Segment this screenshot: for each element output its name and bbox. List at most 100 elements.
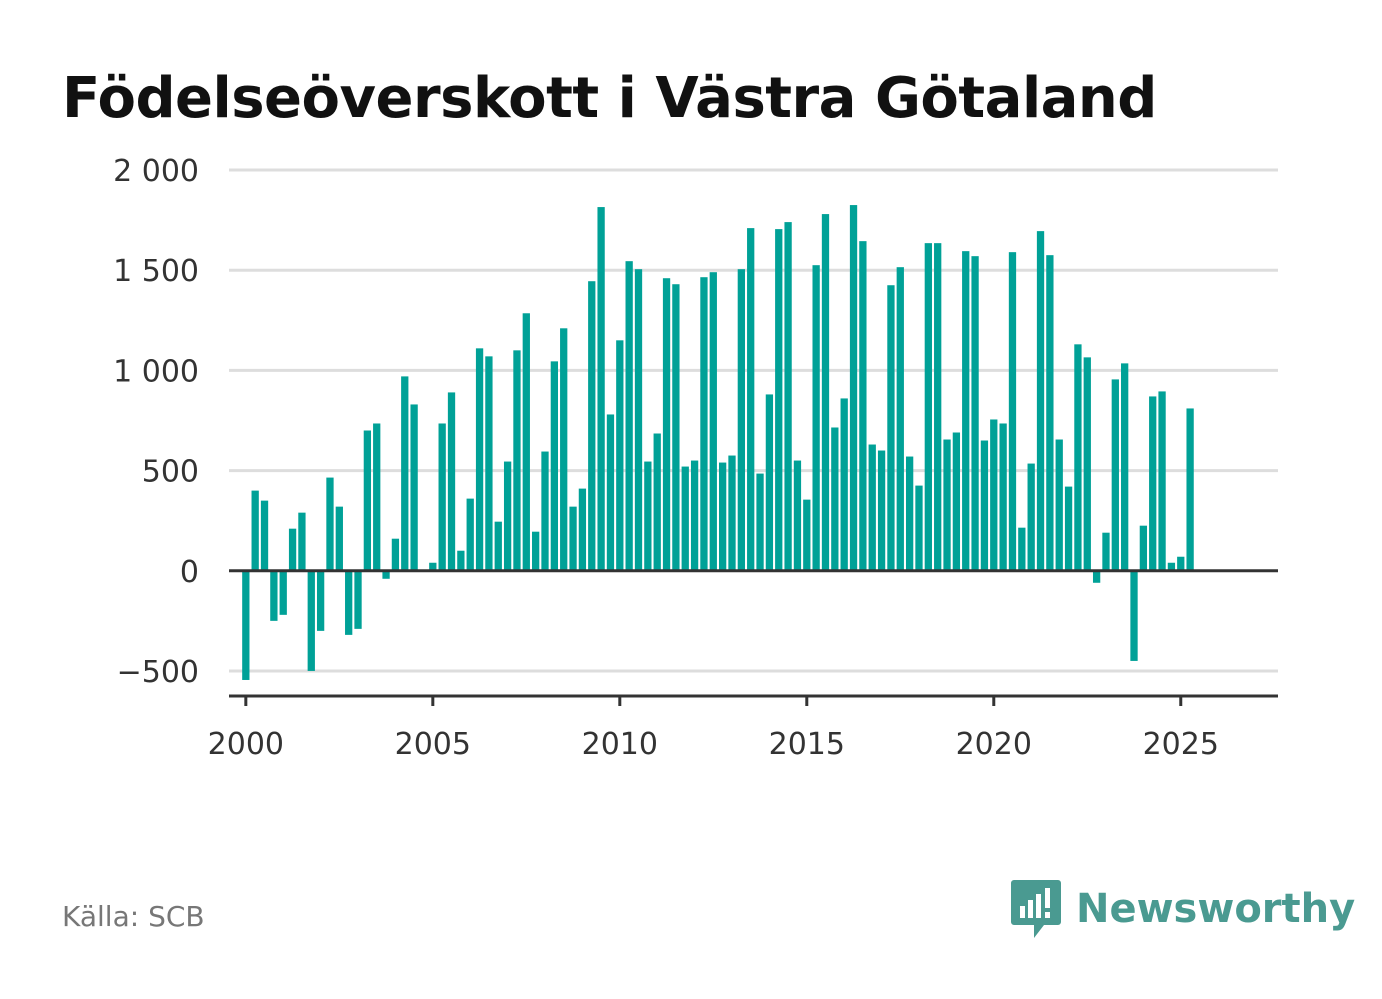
bar — [756, 473, 764, 571]
bar — [690, 460, 699, 571]
bar — [513, 350, 521, 571]
bar — [952, 432, 961, 571]
bar — [391, 538, 400, 571]
bar — [915, 485, 923, 571]
bar — [943, 439, 951, 571]
bar — [560, 328, 568, 571]
bar — [485, 356, 493, 571]
brand-name: Newsworthy — [1076, 886, 1356, 932]
bar — [1186, 408, 1194, 571]
bar — [578, 488, 587, 571]
bar — [288, 528, 297, 571]
bar — [1046, 255, 1054, 571]
bar — [653, 433, 661, 571]
bar — [588, 281, 596, 571]
bar — [466, 498, 474, 571]
bar — [765, 394, 774, 571]
bar — [672, 284, 680, 571]
bar — [1074, 344, 1082, 571]
bar — [1130, 570, 1138, 661]
bar — [1092, 570, 1101, 583]
bar — [728, 455, 736, 571]
bar — [1018, 527, 1026, 571]
bar — [747, 228, 755, 571]
bar — [1027, 463, 1035, 571]
bar — [242, 570, 250, 680]
bar — [868, 444, 876, 571]
bar — [709, 272, 717, 571]
bar — [429, 562, 437, 571]
bar — [354, 570, 362, 629]
bar — [335, 506, 343, 571]
bar — [662, 278, 671, 571]
bar — [279, 570, 287, 615]
y-tick-label: 1 000 — [113, 354, 199, 389]
bar — [775, 229, 783, 571]
bar — [962, 251, 970, 571]
bar — [700, 277, 708, 571]
bar — [887, 285, 895, 571]
bar — [382, 570, 390, 579]
bar — [503, 461, 512, 571]
bar-chart-speech-bubble-icon — [1011, 880, 1061, 938]
bar — [401, 376, 409, 571]
x-tick-label: 2015 — [769, 727, 845, 762]
bar — [569, 506, 577, 571]
x-tick-label: 2010 — [582, 727, 658, 762]
bar — [1167, 562, 1176, 571]
bar — [784, 222, 792, 571]
bar — [316, 570, 325, 631]
bar — [494, 521, 502, 571]
bar — [1139, 525, 1148, 571]
bar — [1177, 556, 1185, 571]
bar — [859, 241, 867, 571]
bar — [831, 427, 839, 571]
y-tick-label: 1 500 — [113, 254, 199, 289]
brand-logo: Newsworthy — [1010, 878, 1355, 940]
bar — [1102, 532, 1110, 571]
bar — [990, 419, 998, 571]
x-axis-ticks: 2000 2005 2010 2015 2020 2025 — [208, 696, 1219, 762]
bar — [307, 570, 315, 671]
bar — [681, 466, 689, 571]
bar — [840, 398, 848, 571]
y-tick-label: 0 — [180, 555, 199, 590]
bar — [924, 243, 932, 571]
bar — [719, 462, 727, 571]
y-axis-tick-labels: 2 000 1 500 1 000 500 0 −500 — [113, 154, 199, 690]
bar — [298, 512, 306, 571]
bar — [447, 392, 456, 571]
bar — [410, 404, 418, 571]
bar — [1083, 357, 1091, 571]
bar — [803, 499, 811, 571]
bar — [251, 490, 259, 571]
bar — [260, 500, 269, 571]
bar — [363, 430, 372, 571]
bar — [326, 477, 334, 571]
bar — [532, 531, 540, 571]
bar — [1008, 252, 1017, 571]
bar — [793, 460, 802, 571]
bar — [934, 243, 942, 571]
bar — [737, 269, 745, 571]
bar — [1036, 231, 1045, 571]
bars — [242, 205, 1194, 680]
bar — [821, 214, 830, 571]
bar — [812, 265, 820, 571]
bar — [1149, 396, 1157, 571]
bar — [1158, 391, 1166, 571]
bar — [457, 550, 465, 571]
bar — [905, 456, 914, 571]
bar — [877, 450, 886, 571]
bar — [971, 256, 979, 571]
bar — [1111, 379, 1119, 571]
bar — [522, 313, 530, 571]
y-tick-label: −500 — [117, 655, 199, 690]
bar — [541, 451, 549, 571]
y-tick-label: 2 000 — [113, 154, 199, 189]
bar — [373, 423, 381, 571]
bar — [896, 267, 904, 571]
source-note: Källa: SCB — [62, 900, 205, 933]
bar — [475, 348, 484, 571]
